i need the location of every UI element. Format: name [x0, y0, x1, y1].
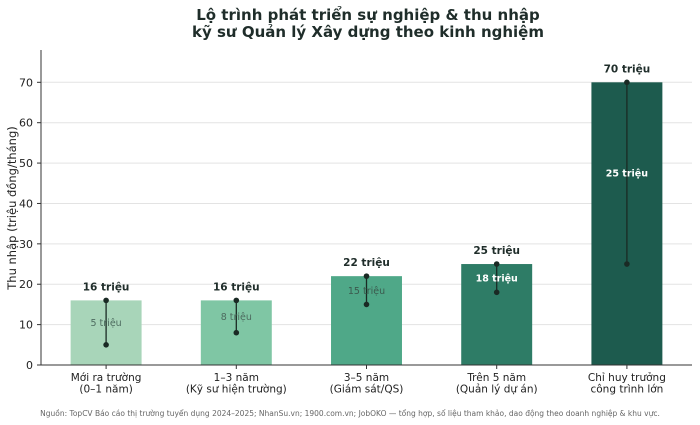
data-labels: 16 triệu 5 triệu 16 triệu 8 triệu 22 triệu 15…	[83, 63, 650, 329]
x-tick-label: Mới ra trường (0–1 năm)	[71, 372, 142, 396]
max-value-label: 22 triệu	[343, 257, 390, 269]
chart-title-line-2: kỹ sư Quản lý Xây dựng theo kinh nghiệm	[192, 23, 544, 41]
y-tick-label: 10	[19, 319, 33, 332]
min-value-label: 8 triệu	[221, 312, 252, 323]
min-value-label: 5 triệu	[90, 318, 121, 329]
range-max-dot	[493, 261, 500, 267]
x-tick-label-line: 1–3 năm	[214, 372, 259, 384]
x-tick-label-line: Mới ra trường	[71, 372, 142, 384]
x-tick-label: 1–3 năm (Kỹ sư hiện trường)	[186, 372, 287, 396]
range-max-dot	[233, 297, 240, 304]
chart-title-line-1: Lộ trình phát triển sự nghiệp & thu nhập	[196, 5, 540, 24]
range-min-dot	[363, 301, 370, 308]
x-tick-label: Chỉ huy trưởng công trình lớn	[588, 372, 666, 396]
x-tick-label-line: 3–5 năm	[344, 372, 389, 384]
max-value-label: 16 triệu	[213, 281, 260, 293]
gridlines	[41, 81, 692, 326]
range-min-dot	[233, 329, 240, 336]
x-tick-label-line: Chỉ huy trưởng	[588, 372, 666, 384]
y-tick-label: 30	[19, 238, 33, 251]
range-max-dot	[624, 79, 630, 86]
y-axis-label: Thu nhập (triệu đồng/tháng)	[5, 126, 19, 291]
range-markers	[103, 79, 630, 348]
min-value-label: 18 triệu	[476, 274, 518, 285]
y-tick-label: 0	[26, 359, 33, 372]
source-note: Nguồn: TopCV Báo cáo thị trường tuyển dụ…	[40, 409, 660, 418]
range-max-dot	[103, 297, 109, 304]
x-tick-label-line: (Quản lý dự án)	[456, 384, 538, 396]
max-value-label: 25 triệu	[473, 245, 520, 257]
x-tick-label-line: Trên 5 năm	[466, 372, 526, 384]
bars	[70, 82, 663, 366]
max-value-label: 16 triệu	[83, 281, 130, 293]
x-ticks: Mới ra trường (0–1 năm) 1–3 năm (Kỹ sư hiện…	[71, 365, 666, 396]
x-tick-label-line: (Kỹ sư hiện trường)	[186, 384, 287, 396]
y-tick-label: 70	[19, 76, 33, 89]
min-value-label: 25 triệu	[606, 169, 648, 180]
range-max-dot	[363, 273, 370, 279]
min-value-label: 15 triệu	[348, 286, 385, 297]
max-value-label: 70 triệu	[604, 63, 651, 75]
y-tick-label: 60	[19, 117, 33, 130]
y-tick-label: 20	[19, 278, 33, 291]
range-min-dot	[624, 261, 630, 267]
x-tick-label-line: (Giám sát/QS)	[330, 384, 404, 396]
y-ticks: 0 10 20 30 40 50 60 70	[19, 76, 41, 372]
x-tick-label: Trên 5 năm (Quản lý dự án)	[456, 372, 538, 396]
y-tick-label: 50	[19, 157, 33, 170]
x-tick-label-line: (0–1 năm)	[79, 384, 132, 396]
x-tick-label: 3–5 năm (Giám sát/QS)	[330, 372, 404, 396]
x-tick-label-line: công trình lớn	[590, 384, 663, 396]
y-tick-label: 40	[19, 197, 33, 210]
range-min-dot	[103, 342, 109, 348]
range-min-dot	[493, 289, 500, 296]
